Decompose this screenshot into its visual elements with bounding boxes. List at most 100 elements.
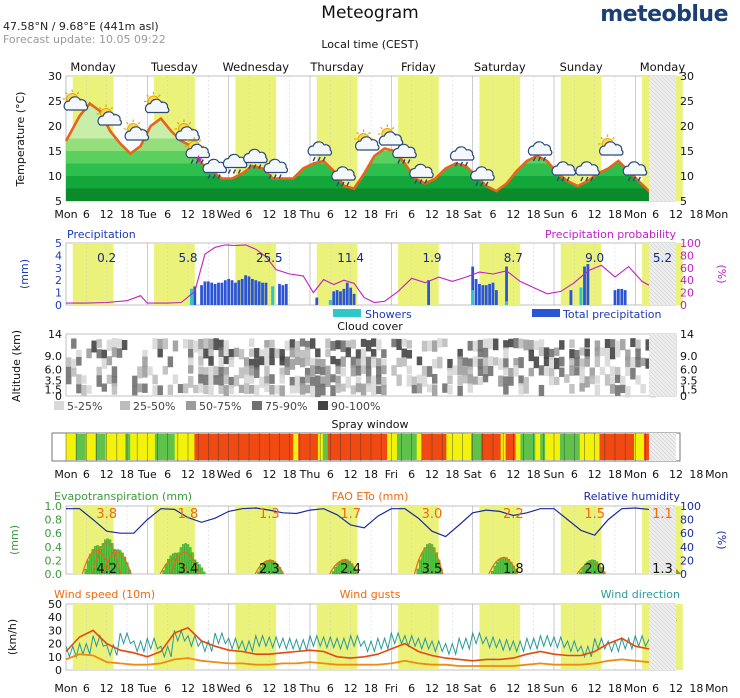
spray-time-axis-tick-label: 18: [120, 468, 134, 481]
cloud-cell: [584, 376, 590, 388]
cloud-cell: [188, 339, 194, 350]
cloud-cell: [345, 347, 352, 358]
cloud-cell: [304, 340, 311, 351]
cloud-cell: [157, 385, 163, 396]
cloud-cell: [447, 385, 453, 395]
spray-cell: [95, 434, 101, 460]
cloud-cell: [269, 374, 275, 384]
cloud-cell: [365, 365, 372, 377]
cloud-rain-icon: [551, 161, 577, 182]
cloud-cell: [188, 357, 194, 368]
day-label: Tuesday: [150, 60, 198, 74]
precipitation-bar: [250, 278, 254, 305]
precipitation-bar: [505, 266, 508, 305]
spray-cell: [485, 434, 492, 460]
spray-cell: [263, 434, 269, 460]
wind-time-axis-tick-label: 12: [425, 682, 439, 695]
cloud-cover-hatch-line: [648, 373, 672, 396]
temperature-hatch-line: [648, 111, 677, 140]
sun-cloud-icon: [377, 124, 404, 146]
temperature-time-axis-tick-label: 12: [262, 208, 276, 221]
cloud-cell: [162, 338, 169, 350]
day-label: Friday: [401, 60, 436, 74]
et-bar: [346, 559, 349, 575]
wind-speed-title: Wind speed (10m): [54, 588, 155, 601]
cloud-cell: [274, 385, 280, 395]
cloud-cell: [554, 347, 560, 356]
rain-drop: [317, 156, 321, 162]
spray-window-hatch-line: [693, 433, 721, 461]
spray-cell: [609, 434, 615, 460]
cloud-cell: [233, 347, 240, 357]
rain-drop: [459, 161, 464, 167]
spray-cell: [258, 434, 264, 460]
spray-cell: [140, 434, 146, 460]
wind-time-axis-tick-label: 12: [588, 682, 602, 695]
temperature-time-axis-tick-label: Mon: [54, 208, 77, 221]
cloud-cell: [182, 383, 189, 394]
temperature-hatch-line: [648, 127, 677, 156]
cloud-cell: [111, 383, 118, 395]
cloud-cell: [264, 347, 270, 359]
cloud-cell: [315, 348, 321, 358]
precipitation-hatch-line: [689, 243, 740, 305]
wind-direction-title: Wind direction: [601, 588, 680, 601]
cloud-shape: [470, 166, 495, 181]
cloud-cell: [365, 383, 372, 393]
cloud-cell: [452, 365, 458, 376]
cloud-cell: [284, 356, 291, 368]
et-daily-total: 1.8: [503, 562, 524, 577]
cloud-cell: [142, 356, 148, 368]
temperature-hatch-line: [693, 76, 740, 201]
wind-hatch-line: [648, 615, 677, 644]
spray-cell: [273, 434, 279, 460]
precipitation-bar: [200, 285, 203, 305]
et-bar: [97, 557, 100, 575]
et-bar: [433, 547, 436, 575]
cloud-cell: [223, 374, 230, 385]
cloud-cover-hatch-line: [648, 334, 677, 362]
precipitation-prob-ytick: 40: [680, 274, 694, 287]
spray-window-hatch: [648, 433, 721, 461]
spray-cell: [456, 434, 462, 460]
cloud-cell: [279, 349, 285, 361]
spray-cell: [624, 434, 630, 460]
precipitation-bar: [234, 282, 237, 305]
spray-cell: [352, 434, 358, 460]
precipitation-hatch-line: [648, 246, 677, 275]
precipitation-ytick: 2: [55, 274, 62, 287]
precipitation-title: Precipitation: [67, 228, 136, 241]
cloud-cell: [371, 338, 377, 347]
meteoblue-logo[interactable]: meteoblue: [600, 2, 728, 27]
cloud-cell: [269, 384, 275, 395]
cloud-cell: [299, 376, 306, 386]
spray-time-axis-tick-label: 12: [506, 468, 520, 481]
wind-time-axis-tick-label: 12: [669, 682, 683, 695]
thunder-rain-icon: [184, 137, 211, 165]
page-title: Meteogram: [321, 3, 419, 23]
precipitation-bar: [339, 291, 342, 305]
cloud-cell: [264, 356, 270, 368]
humidity-ytick: 60: [680, 527, 694, 540]
sun-ray: [98, 106, 102, 110]
rain-drop: [414, 179, 418, 184]
cloud-cell: [294, 375, 301, 387]
rain-drop: [566, 176, 570, 182]
cloud-cell: [391, 338, 397, 348]
temperature-hatch-line: [648, 131, 677, 160]
evapotranspiration-hatch-line: [648, 533, 677, 562]
sun-cloud-icon: [354, 129, 380, 151]
cloud-cell: [599, 347, 606, 357]
spray-time-axis-tick-label: 6: [490, 468, 497, 481]
cloud-cell: [528, 349, 535, 362]
temperature-hatch-line: [648, 135, 677, 164]
temperature-hatch-line: [648, 167, 677, 196]
precipitation-hatch-line: [648, 243, 677, 271]
spray-cell: [436, 434, 442, 460]
cloud-cell: [96, 375, 102, 387]
cloud-legend-label: 25-50%: [133, 400, 175, 413]
precipitation-bar: [284, 283, 288, 305]
precipitation-hatch-line: [648, 262, 677, 291]
cloud-cell: [457, 365, 463, 375]
